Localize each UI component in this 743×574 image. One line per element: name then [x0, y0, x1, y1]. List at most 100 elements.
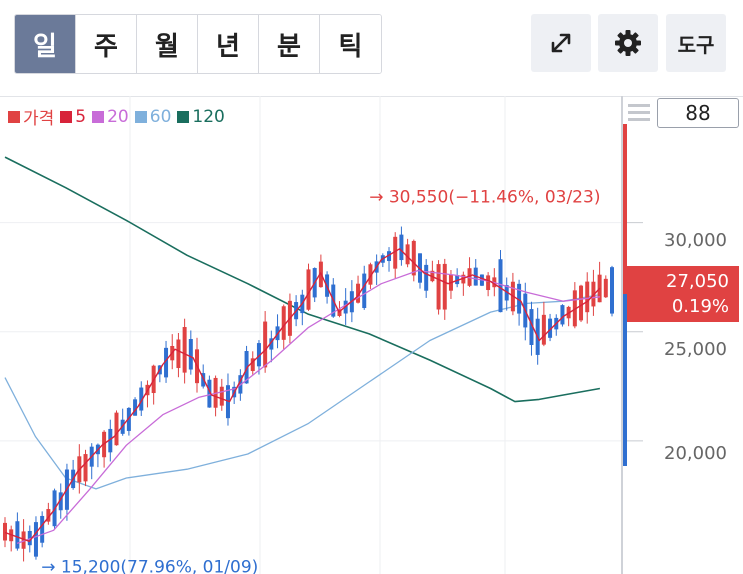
current-price-value: 27,050: [666, 271, 729, 292]
down-range-bar: [623, 294, 627, 466]
candle-body: [541, 314, 546, 345]
hamburger-icon[interactable]: [628, 104, 650, 122]
tab-day[interactable]: 일: [15, 15, 76, 73]
candle-body: [436, 264, 441, 310]
price-chart[interactable]: → 30,550(−11.46%, 03/23) → 15,200(77.96%,…: [0, 96, 743, 574]
candle-body: [263, 321, 268, 368]
candle-body: [610, 267, 614, 314]
legend-label: 5: [75, 106, 87, 127]
candle-body: [40, 515, 45, 543]
y-tick-label: 30,000: [664, 230, 727, 251]
candle-body: [188, 339, 193, 370]
expand-button[interactable]: [531, 14, 591, 72]
legend-label: 20: [107, 106, 129, 127]
candle-body: [133, 399, 138, 416]
legend-label: 가격: [23, 109, 55, 129]
legend-swatch: [60, 110, 73, 123]
legend-item-ma20: 20: [92, 107, 129, 127]
candle-body: [368, 264, 373, 285]
candle-body: [3, 522, 7, 541]
candle-body: [572, 290, 577, 327]
tab-minute[interactable]: 분: [259, 15, 320, 73]
chart-legend: 가격 5 20 60 120: [8, 104, 231, 129]
candle-body: [603, 278, 608, 298]
gear-icon: [615, 30, 641, 56]
candle-body: [399, 234, 404, 261]
candle-body: [387, 251, 392, 262]
candle-body: [281, 306, 286, 340]
legend-swatch: [134, 110, 147, 123]
count-input[interactable]: 88: [657, 98, 739, 128]
candles: [3, 226, 614, 562]
up-range-bar: [623, 124, 627, 294]
candle-body: [46, 509, 51, 522]
candle-body: [486, 275, 491, 291]
candle-body: [182, 327, 187, 373]
candle-body: [461, 274, 466, 284]
tab-tick[interactable]: 틱: [320, 15, 381, 73]
candle-body: [337, 309, 342, 316]
candle-body: [244, 351, 249, 384]
current-price-tag: 27,050 0.19%: [627, 266, 739, 322]
candle-body: [207, 379, 212, 408]
legend-item-ma60: 60: [134, 106, 172, 127]
candle-body: [529, 309, 534, 345]
candle-body: [517, 283, 522, 314]
legend-label: 120: [192, 106, 225, 127]
candle-body: [442, 263, 447, 310]
current-price-change: 0.19%: [671, 296, 729, 317]
legend-swatch: [92, 110, 105, 123]
candle-body: [504, 285, 509, 301]
candle-body: [139, 387, 144, 411]
candle-body: [108, 428, 113, 453]
candle-body: [356, 283, 361, 303]
candle-body: [15, 521, 20, 549]
candle-body: [21, 531, 26, 549]
ma120-line: [4, 156, 601, 403]
candle-body: [83, 454, 88, 482]
candle-body: [498, 259, 503, 313]
legend-item-ma5: 5: [60, 107, 86, 127]
ma5-line: [4, 248, 601, 542]
candle-body: [27, 530, 32, 546]
tab-year[interactable]: 년: [198, 15, 259, 73]
candle-body: [393, 236, 398, 269]
candle-body: [58, 492, 63, 511]
candle-body: [219, 386, 224, 406]
grid: [0, 96, 643, 574]
candle-body: [417, 253, 422, 283]
y-tick-label: 20,000: [664, 443, 727, 464]
legend-label: 60: [149, 106, 172, 127]
y-tick-label: 25,000: [664, 339, 727, 360]
legend-item-price: 가격: [8, 104, 54, 129]
tab-month[interactable]: 월: [137, 15, 198, 73]
low-annotation: → 15,200(77.96%, 01/09): [41, 558, 258, 574]
candle-body: [411, 240, 416, 276]
candle-body: [560, 305, 565, 325]
candle-body: [455, 275, 460, 285]
high-annotation: → 30,550(−11.46%, 03/23): [369, 188, 600, 208]
candle-body: [126, 407, 131, 431]
period-tabs: 일 주 월 년 분 틱: [14, 14, 382, 74]
candle-body: [548, 318, 553, 338]
candle-body: [579, 285, 584, 321]
candle-body: [176, 339, 181, 369]
tools-label: 도구: [677, 32, 715, 57]
candle-body: [164, 347, 169, 378]
candle-body: [114, 412, 119, 446]
candle-body: [306, 269, 311, 310]
candle-body: [424, 264, 429, 291]
tools-button[interactable]: 도구: [666, 14, 726, 72]
settings-button[interactable]: [598, 14, 658, 72]
legend-swatch: [177, 110, 190, 123]
legend-item-ma120: 120: [177, 106, 225, 127]
candle-body: [362, 273, 367, 309]
candle-body: [585, 281, 590, 313]
candle-body: [269, 338, 274, 350]
candle-body: [405, 244, 410, 265]
candle-body: [256, 343, 261, 367]
tab-week[interactable]: 주: [76, 15, 137, 73]
ma20-line: [16, 269, 600, 545]
legend-swatch: [8, 110, 20, 123]
candle-body: [467, 268, 472, 286]
